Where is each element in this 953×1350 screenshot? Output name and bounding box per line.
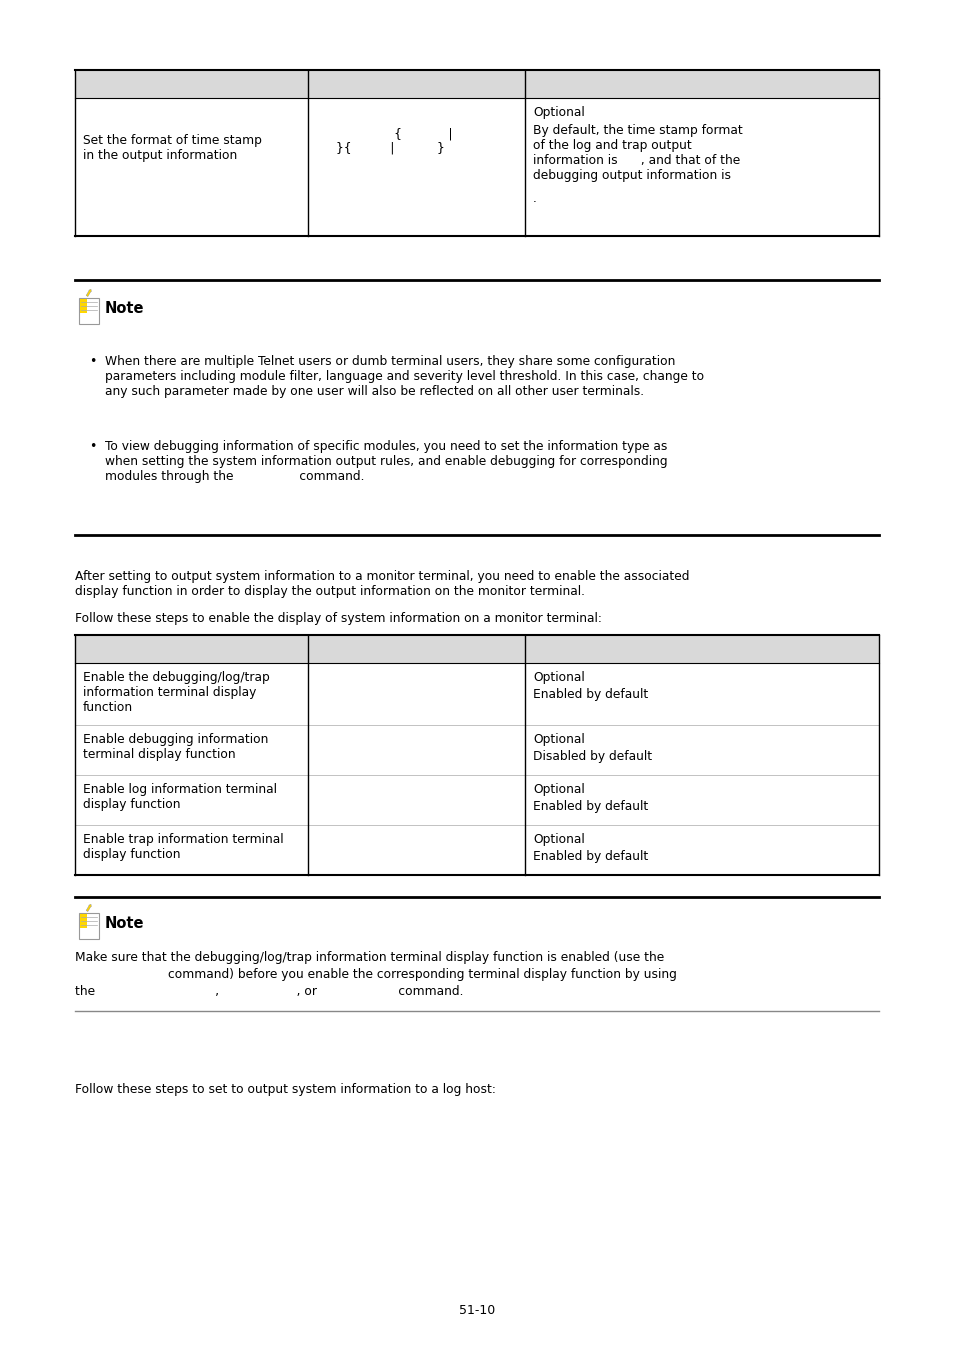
FancyArrow shape [86, 289, 91, 297]
Text: Follow these steps to enable the display of system information on a monitor term: Follow these steps to enable the display… [75, 612, 601, 625]
Text: •: • [89, 355, 96, 369]
Text: }{          |           }: }{ | } [335, 142, 444, 155]
Bar [79, 913, 99, 940]
Text: Optional: Optional [533, 783, 584, 796]
Text: 51-10: 51-10 [458, 1304, 495, 1316]
Text: Note: Note [105, 301, 144, 316]
Bar [75, 634, 878, 663]
Text: Enable log information terminal
display function: Enable log information terminal display … [83, 783, 276, 811]
Text: Disabled by default: Disabled by default [533, 751, 652, 763]
Text: When there are multiple Telnet users or dumb terminal users, they share some con: When there are multiple Telnet users or … [105, 355, 703, 398]
Text: Enabled by default: Enabled by default [533, 801, 648, 813]
Text: By default, the time stamp format
of the log and trap output
information is     : By default, the time stamp format of the… [533, 124, 742, 182]
Text: Enable debugging information
terminal display function: Enable debugging information terminal di… [83, 733, 268, 761]
Text: command) before you enable the corresponding terminal display function by using: command) before you enable the correspon… [75, 968, 677, 981]
Text: Optional: Optional [533, 671, 584, 684]
Bar [79, 298, 99, 324]
Text: Optional: Optional [533, 733, 584, 747]
Bar [75, 70, 878, 99]
Text: Enabled by default: Enabled by default [533, 850, 648, 863]
Text: Enable the debugging/log/trap
information terminal display
function: Enable the debugging/log/trap informatio… [83, 671, 270, 714]
Bar [80, 298, 87, 313]
Text: Enabled by default: Enabled by default [533, 688, 648, 701]
Text: Set the format of time stamp
in the output information: Set the format of time stamp in the outp… [83, 134, 262, 162]
Bar [80, 914, 87, 927]
Text: After setting to output system information to a monitor terminal, you need to en: After setting to output system informati… [75, 570, 689, 598]
Text: {            |: { | [335, 128, 452, 140]
Text: To view debugging information of specific modules, you need to set the informati: To view debugging information of specifi… [105, 440, 667, 483]
Text: Make sure that the debugging/log/trap information terminal display function is e: Make sure that the debugging/log/trap in… [75, 950, 663, 964]
Text: Enable trap information terminal
display function: Enable trap information terminal display… [83, 833, 283, 861]
FancyArrow shape [86, 904, 91, 911]
Text: Note: Note [105, 917, 144, 932]
Text: the                               ,                    , or                     : the , , or [75, 986, 463, 998]
Text: •: • [89, 440, 96, 454]
Text: .: . [533, 192, 537, 205]
Text: Follow these steps to set to output system information to a log host:: Follow these steps to set to output syst… [75, 1083, 496, 1096]
Text: Optional: Optional [533, 107, 584, 119]
Text: Optional: Optional [533, 833, 584, 846]
